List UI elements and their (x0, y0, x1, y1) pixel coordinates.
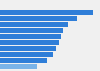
Bar (0, 16, 78, 21)
Bar (0, 64, 37, 69)
Bar (0, 40, 59, 45)
Bar (0, 58, 47, 63)
Bar (0, 22, 68, 27)
Bar (0, 46, 56, 51)
Bar (0, 10, 93, 15)
Bar (0, 34, 61, 39)
Bar (0, 52, 53, 57)
Bar (0, 28, 64, 33)
